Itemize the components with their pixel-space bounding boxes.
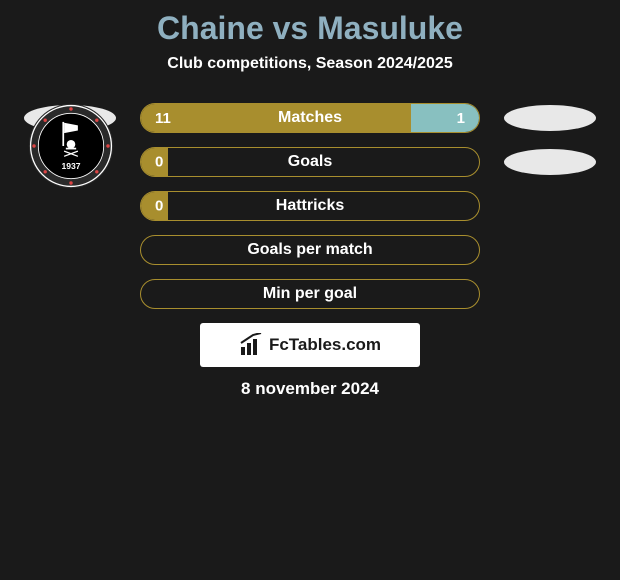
matches-right: 1 bbox=[411, 104, 479, 132]
page-subtitle: Club competitions, Season 2024/2025 bbox=[0, 55, 620, 73]
matches-label: Matches bbox=[278, 109, 342, 127]
hattricks-label: Hattricks bbox=[276, 197, 344, 215]
player-right-avatar-2 bbox=[504, 149, 596, 175]
matches-bar: 11 1 Matches bbox=[140, 103, 480, 133]
club-crest-icon: 1937 bbox=[28, 103, 114, 189]
mpg-bar: Min per goal bbox=[140, 279, 480, 309]
chart-icon bbox=[239, 333, 263, 357]
brand-box[interactable]: FcTables.com bbox=[200, 323, 420, 367]
stat-row-gpm: Goals per match bbox=[0, 235, 620, 265]
brand-row: FcTables.com bbox=[0, 323, 620, 367]
svg-text:1937: 1937 bbox=[61, 161, 80, 171]
stat-row-hattricks: 0 Hattricks bbox=[0, 191, 620, 221]
goals-label: Goals bbox=[288, 153, 332, 171]
hattricks-left: 0 bbox=[155, 198, 163, 215]
date-text: 8 november 2024 bbox=[0, 379, 620, 399]
player-right-avatar bbox=[504, 105, 596, 131]
brand-text: FcTables.com bbox=[269, 335, 381, 355]
gpm-label: Goals per match bbox=[247, 241, 372, 259]
mpg-label: Min per goal bbox=[263, 285, 357, 303]
stat-row-mpg: Min per goal bbox=[0, 279, 620, 309]
page-title: Chaine vs Masuluke bbox=[0, 10, 620, 47]
goals-left: 0 bbox=[155, 154, 163, 171]
goals-bar: 0 Goals bbox=[140, 147, 480, 177]
matches-left: 11 bbox=[141, 104, 411, 132]
gpm-bar: Goals per match bbox=[140, 235, 480, 265]
hattricks-bar: 0 Hattricks bbox=[140, 191, 480, 221]
stat-row-goals: 0 Goals 1937 bbox=[0, 147, 620, 177]
